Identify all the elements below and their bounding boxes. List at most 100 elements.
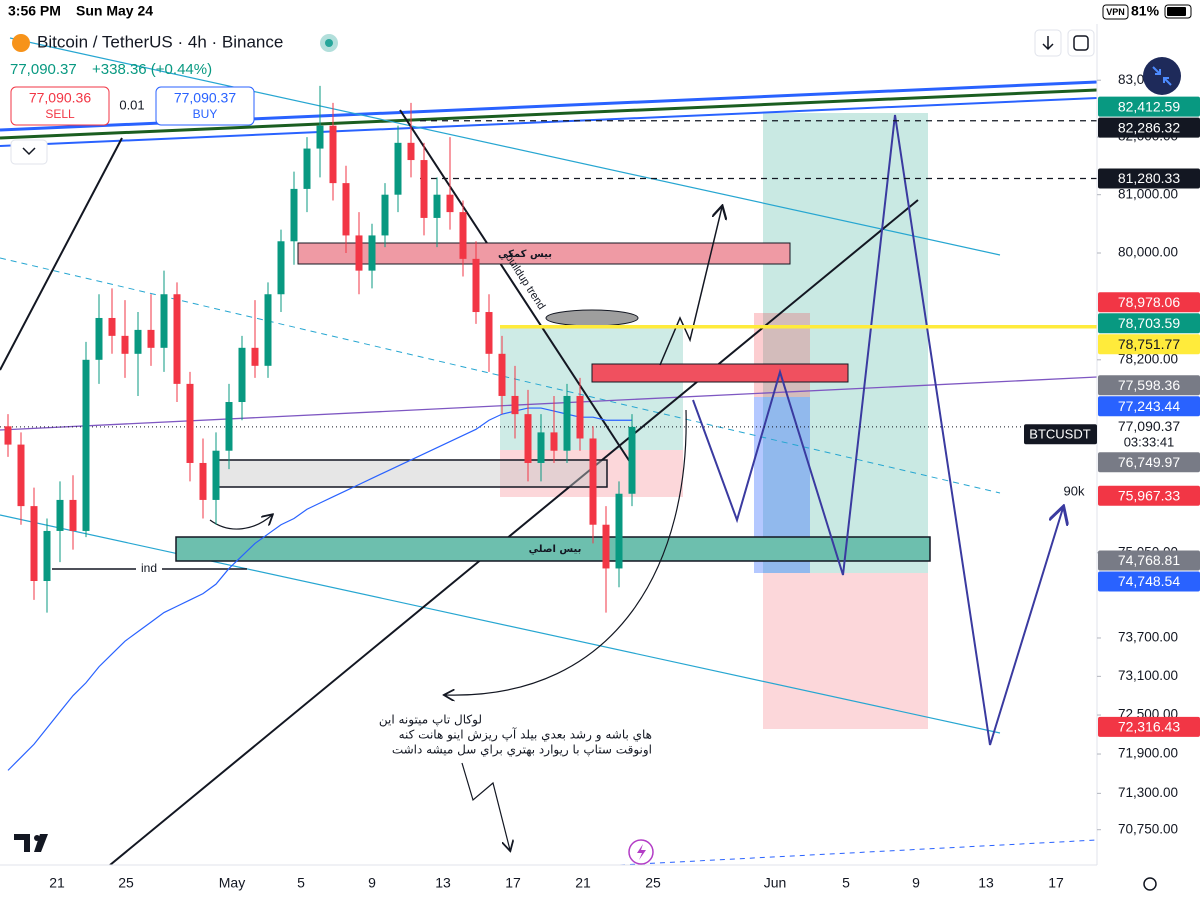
price-tag-label: 76,749.97 [1118, 454, 1180, 470]
candle-body [173, 294, 181, 384]
x-tick-label: 9 [368, 875, 376, 891]
status-time: 3:56 PM [8, 3, 61, 19]
alert-bolt [637, 844, 646, 860]
axis-labels: 83,000.0082,000.0081,000.0080,000.0078,2… [49, 72, 1200, 891]
candle-body [537, 432, 545, 463]
x-tick-label: 25 [645, 875, 661, 891]
candle-body [355, 235, 363, 271]
trend-line [0, 376, 1097, 431]
price-tag [1098, 550, 1200, 571]
price-tag-label: 78,703.59 [1118, 315, 1180, 331]
market-status-dot [325, 39, 333, 47]
buy-button[interactable] [155, 86, 255, 126]
projection-path [692, 114, 1063, 746]
collapse-button[interactable] [10, 139, 48, 165]
price-tag-label: 72,316.43 [1118, 719, 1180, 735]
candle-body [160, 294, 168, 348]
candle-body [82, 359, 90, 531]
price-tag [1098, 96, 1200, 117]
trend-line [9, 37, 1001, 256]
candle-body [342, 183, 350, 236]
buy-label: BUY [193, 107, 218, 121]
trend-line [0, 137, 123, 371]
candle-body [147, 329, 155, 348]
price-tag-label: 74,748.54 [1118, 573, 1180, 589]
x-tick-label: 13 [978, 875, 994, 891]
candle-body [290, 188, 298, 242]
time-axis [0, 865, 1097, 900]
price-tag-label: 77,243.44 [1118, 398, 1180, 414]
candle-body [212, 450, 220, 500]
chevron [22, 147, 36, 156]
candle-body [628, 426, 636, 494]
y-tick-label: 70,750.00 [1118, 821, 1178, 836]
candle-body [303, 148, 311, 189]
vpn: VPN [1106, 7, 1125, 17]
trend-line [0, 514, 1001, 734]
x-tick-label: 21 [49, 875, 65, 891]
candle-body [329, 125, 337, 184]
battery-icon [1164, 4, 1192, 19]
candle-body [459, 212, 467, 259]
minimize-icon [1152, 66, 1172, 86]
candle-body [134, 329, 142, 354]
x-tick-label: 5 [842, 875, 850, 891]
candle-body [43, 530, 51, 582]
price-tag-label: 81,280.33 [1118, 170, 1180, 186]
symbol-title[interactable]: Bitcoin / TetherUS · 4h · Binance [37, 32, 283, 51]
logo-dot [34, 835, 40, 841]
candle-body [498, 353, 506, 396]
price-tag [1098, 716, 1200, 737]
price-tag [1098, 168, 1200, 189]
price-tag [1098, 485, 1200, 506]
spread: 0.01 [119, 97, 144, 112]
price-series [0, 85, 1097, 771]
ind-label: ind [141, 561, 157, 575]
last-price-label: 77,090.37 [1118, 418, 1180, 434]
vpn-box [1102, 4, 1129, 20]
long-position-loss [763, 573, 928, 729]
sell-label: SELL [45, 107, 75, 121]
note-line: لوكال تاپ ميتونه اين [379, 713, 482, 728]
candle-body [602, 524, 610, 569]
candle-body [238, 347, 246, 403]
symbol-tag [1024, 424, 1097, 445]
candle-body [511, 395, 519, 415]
candle-body [485, 312, 493, 354]
candle-body [316, 125, 324, 149]
y-tick-label: 71,300.00 [1118, 785, 1178, 800]
logo [14, 834, 48, 852]
long-position-profit [763, 113, 928, 573]
candle-body [433, 194, 441, 218]
battery-level [1167, 7, 1186, 16]
y-tick-label: 73,700.00 [1118, 630, 1178, 645]
candle-body [589, 438, 597, 525]
candle-body [108, 317, 116, 336]
candle-body [615, 493, 623, 569]
trend-line [109, 199, 919, 865]
candle-body [121, 335, 129, 354]
sell-price: 77,090.36 [29, 90, 91, 106]
settings-icon[interactable] [1143, 877, 1157, 891]
note-line: اونوقت ستاپ با ريوارد بهتري براي سل ميشه… [392, 743, 652, 758]
price-tag [1098, 396, 1200, 417]
plot-area: بيس كمكي buildup trend بيس اصلي ind 90k … [0, 37, 1097, 865]
candle-body [95, 317, 103, 360]
candle-body [17, 444, 25, 507]
header-change: +338.36 (+0.44%) [92, 61, 212, 78]
y-tick-label: 81,000.00 [1118, 186, 1178, 201]
status-bar [0, 0, 1200, 24]
price-tag [1098, 334, 1200, 355]
minimize-button[interactable] [1143, 57, 1181, 95]
x-tick-label: 25 [118, 875, 134, 891]
fullscreen-button[interactable] [1067, 29, 1095, 57]
candle-body [368, 235, 376, 271]
x-tick-label: 17 [1048, 875, 1064, 891]
x-tick-label: 13 [435, 875, 451, 891]
zone-label: بيس اصلي [529, 544, 582, 555]
coin-icon [12, 34, 30, 52]
sell-button[interactable] [10, 86, 110, 126]
candle-body [186, 383, 194, 463]
